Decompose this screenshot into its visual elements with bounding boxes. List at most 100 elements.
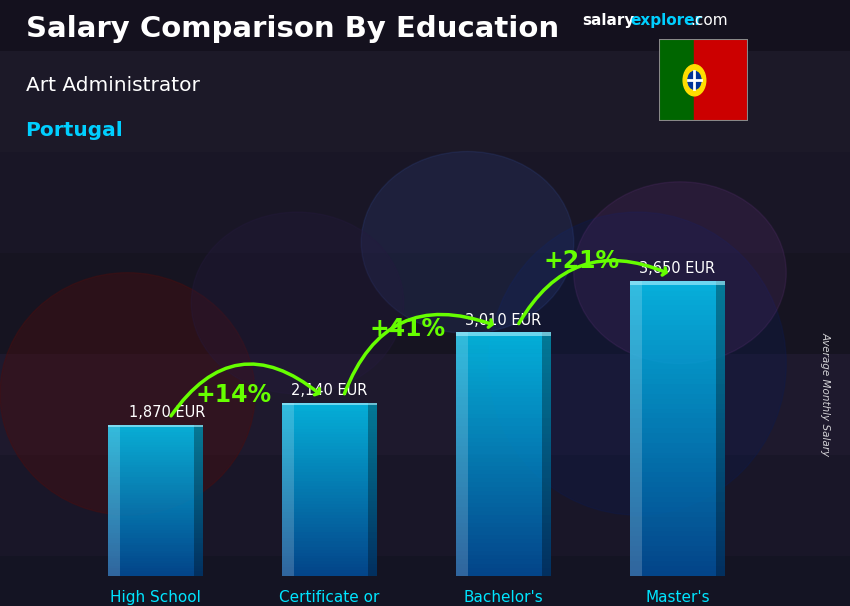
Bar: [630, 399, 725, 404]
Bar: [630, 374, 725, 379]
Bar: [281, 489, 377, 492]
Bar: [108, 536, 203, 538]
Bar: [630, 281, 642, 576]
Bar: [630, 350, 725, 355]
Bar: [281, 524, 377, 527]
Bar: [456, 523, 552, 527]
Bar: [456, 333, 552, 336]
Bar: [630, 320, 725, 325]
Bar: [456, 438, 552, 442]
Bar: [630, 458, 725, 462]
Bar: [108, 440, 203, 442]
Bar: [456, 519, 552, 523]
Bar: [630, 418, 725, 424]
Bar: [630, 468, 725, 473]
Bar: [456, 535, 552, 539]
Bar: [108, 565, 203, 568]
Bar: [456, 410, 552, 413]
Bar: [456, 539, 552, 543]
Bar: [281, 515, 377, 518]
Bar: [630, 315, 725, 320]
Bar: [659, 39, 694, 121]
Bar: [281, 553, 377, 556]
Bar: [456, 571, 552, 576]
Bar: [108, 513, 203, 515]
Bar: [108, 432, 203, 435]
Bar: [281, 458, 377, 461]
Bar: [281, 464, 377, 466]
Bar: [456, 418, 552, 422]
Bar: [630, 384, 725, 389]
Bar: [456, 551, 552, 556]
Bar: [630, 359, 725, 364]
Bar: [630, 394, 725, 399]
Bar: [630, 325, 725, 330]
Circle shape: [688, 72, 701, 89]
Bar: [630, 492, 725, 497]
Bar: [630, 408, 725, 413]
Bar: [630, 448, 725, 453]
Bar: [281, 475, 377, 478]
Bar: [108, 450, 203, 452]
Bar: [281, 541, 377, 544]
Bar: [281, 415, 377, 417]
Bar: [281, 527, 377, 530]
Bar: [108, 425, 203, 427]
Text: 2,140 EUR: 2,140 EUR: [292, 383, 368, 398]
Bar: [456, 462, 552, 466]
Bar: [281, 556, 377, 558]
Bar: [630, 389, 725, 394]
Bar: [281, 435, 377, 438]
Bar: [108, 478, 203, 480]
Bar: [108, 510, 203, 513]
Bar: [456, 487, 552, 491]
Bar: [108, 545, 203, 548]
Bar: [108, 473, 203, 475]
Text: 3,010 EUR: 3,010 EUR: [465, 313, 541, 328]
Bar: [108, 467, 203, 470]
Bar: [630, 301, 725, 305]
Text: Salary Comparison By Education: Salary Comparison By Education: [26, 15, 558, 43]
Ellipse shape: [361, 152, 574, 333]
Bar: [456, 353, 552, 357]
Bar: [456, 398, 552, 401]
Bar: [281, 550, 377, 553]
Bar: [630, 517, 725, 522]
Bar: [108, 447, 203, 450]
Bar: [108, 480, 203, 482]
Bar: [541, 333, 552, 576]
Bar: [456, 507, 552, 511]
Bar: [108, 530, 203, 533]
Ellipse shape: [191, 212, 404, 394]
Bar: [281, 567, 377, 570]
Bar: [456, 369, 552, 373]
Bar: [108, 515, 203, 518]
Bar: [456, 527, 552, 531]
Bar: [456, 348, 552, 353]
Bar: [456, 336, 552, 341]
Text: .com: .com: [690, 13, 728, 28]
Bar: [281, 478, 377, 481]
Bar: [630, 502, 725, 507]
Bar: [456, 568, 552, 571]
Bar: [630, 296, 725, 301]
Bar: [281, 420, 377, 423]
Text: +14%: +14%: [196, 383, 272, 407]
Bar: [456, 454, 552, 458]
Bar: [630, 487, 725, 492]
Bar: [281, 533, 377, 535]
Bar: [108, 465, 203, 467]
Bar: [456, 515, 552, 519]
Bar: [456, 503, 552, 507]
Bar: [281, 498, 377, 501]
Bar: [281, 423, 377, 426]
Bar: [281, 544, 377, 547]
Bar: [281, 431, 377, 435]
Bar: [108, 458, 203, 460]
Bar: [630, 546, 725, 551]
Bar: [456, 556, 552, 559]
Bar: [281, 504, 377, 507]
Bar: [281, 547, 377, 550]
Bar: [281, 428, 377, 431]
Bar: [630, 561, 725, 566]
